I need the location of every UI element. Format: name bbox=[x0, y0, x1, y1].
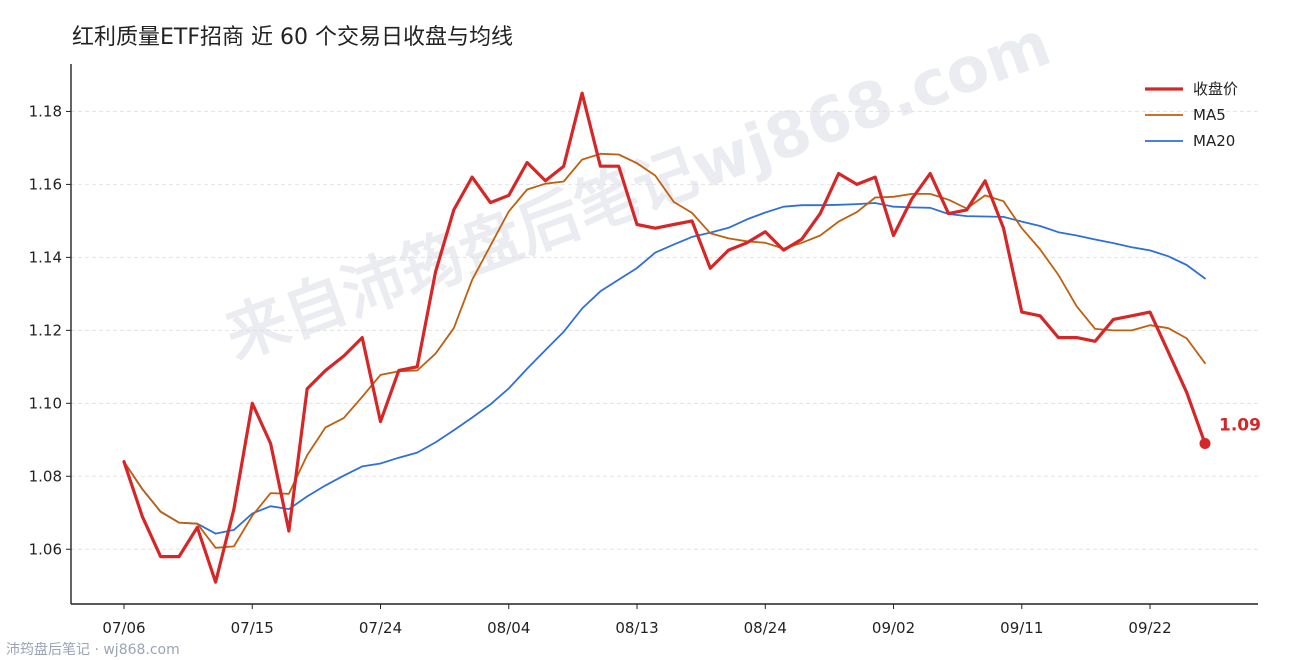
x-tick-label: 08/04 bbox=[487, 619, 530, 637]
y-tick-label: 1.10 bbox=[29, 394, 62, 412]
last-close-label: 1.09 bbox=[1219, 415, 1261, 435]
y-tick-label: 1.18 bbox=[29, 102, 62, 120]
x-tick-label: 07/15 bbox=[231, 619, 274, 637]
watermark-text: 来自沛筠盘后笔记wj868.com bbox=[216, 6, 1060, 373]
end-marker: 1.09 bbox=[1199, 415, 1261, 449]
last-close-point bbox=[1199, 437, 1211, 449]
y-tick-label: 1.16 bbox=[29, 175, 62, 193]
legend-label: MA5 bbox=[1193, 106, 1226, 124]
x-tick-label: 08/24 bbox=[744, 619, 787, 637]
series-lines bbox=[122, 91, 1207, 584]
x-tick-label: 09/11 bbox=[1000, 619, 1043, 637]
series-line-close bbox=[122, 91, 1207, 584]
x-tick-label: 07/24 bbox=[359, 619, 402, 637]
legend-label: 收盘价 bbox=[1193, 80, 1238, 98]
x-tick-label: 09/02 bbox=[872, 619, 915, 637]
legend: 收盘价 MA5 MA20 bbox=[1145, 80, 1238, 150]
x-tick-label: 09/22 bbox=[1128, 619, 1171, 637]
x-tick-label: 07/06 bbox=[102, 619, 145, 637]
y-tick-label: 1.08 bbox=[29, 467, 62, 485]
y-tick-label: 1.14 bbox=[29, 248, 62, 266]
legend-label: MA20 bbox=[1193, 132, 1235, 150]
watermark: 来自沛筠盘后笔记wj868.com bbox=[216, 6, 1060, 373]
grid bbox=[71, 110, 1258, 550]
y-tick-label: 1.12 bbox=[29, 321, 62, 339]
series-line-ma5 bbox=[123, 152, 1206, 549]
x-axis-ticks: 07/06 07/15 07/24 08/04 08/13 08/24 09/02 09/11… bbox=[102, 604, 1172, 637]
footer-text: 沛筠盘后笔记 · wj868.com bbox=[6, 641, 180, 658]
axes bbox=[70, 64, 1258, 605]
x-tick-label: 08/13 bbox=[615, 619, 658, 637]
series-line-ma20 bbox=[123, 202, 1206, 535]
y-tick-label: 1.06 bbox=[29, 540, 62, 558]
y-axis-ticks: 1.06 1.08 1.10 1.12 1.14 1.16 1.18 bbox=[29, 102, 71, 558]
chart-title: 红利质量ETF招商 近 60 个交易日收盘与均线 bbox=[72, 25, 513, 50]
